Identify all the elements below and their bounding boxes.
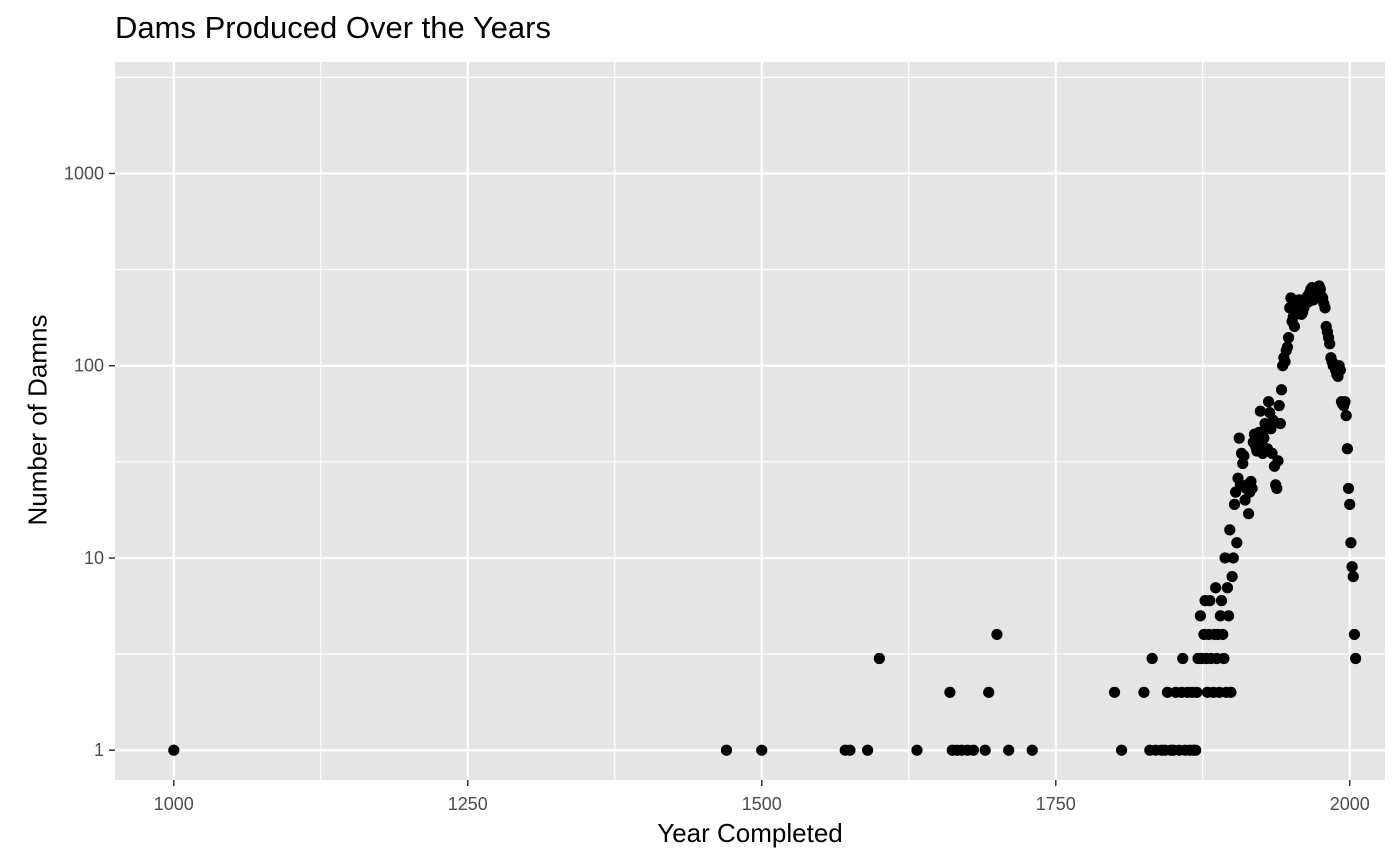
- data-point: [1225, 686, 1237, 698]
- data-point: [1115, 744, 1128, 756]
- data-point: [1026, 744, 1038, 756]
- data-point: [983, 686, 995, 698]
- x-axis: 1000 1250 1500 1750 2000: [154, 780, 1370, 814]
- data-point: [1254, 405, 1266, 417]
- data-point: [1348, 628, 1361, 641]
- data-point: [1273, 400, 1285, 412]
- data-points: [168, 280, 1362, 756]
- data-point: [1217, 628, 1229, 641]
- data-point: [1003, 744, 1015, 756]
- data-point: [1238, 450, 1250, 462]
- data-point: [1233, 432, 1245, 444]
- data-point: [1215, 595, 1228, 607]
- data-point: [1218, 652, 1230, 665]
- data-point: [1231, 537, 1243, 549]
- y-axis: 1 10 100 1000: [64, 163, 115, 760]
- data-point: [944, 686, 956, 698]
- data-point: [1177, 652, 1189, 665]
- y-tick-label: 1: [94, 740, 104, 760]
- y-tick-label: 100: [74, 356, 104, 376]
- data-point: [979, 744, 991, 756]
- data-point: [1262, 396, 1275, 408]
- data-point: [1161, 686, 1174, 698]
- data-point: [1221, 582, 1234, 594]
- data-point: [1191, 686, 1203, 698]
- data-point: [1275, 384, 1288, 396]
- data-point: [1246, 482, 1258, 495]
- data-point: [1282, 332, 1295, 344]
- x-tick-label: 1500: [742, 794, 782, 814]
- data-point: [1350, 652, 1362, 665]
- data-point: [1339, 396, 1351, 408]
- data-point: [1146, 652, 1158, 665]
- data-point: [1324, 338, 1336, 350]
- data-point: [1223, 610, 1235, 622]
- data-point: [1258, 432, 1270, 444]
- data-point: [991, 628, 1003, 641]
- x-tick-label: 1250: [448, 794, 488, 814]
- data-point: [873, 652, 885, 665]
- x-tick-label: 1000: [154, 794, 194, 814]
- minor-gridlines: [115, 62, 1385, 780]
- major-gridlines: [115, 62, 1385, 780]
- data-point: [1228, 498, 1241, 510]
- data-point: [1346, 561, 1358, 573]
- y-axis-title: Number of Damns: [22, 314, 53, 526]
- chart-title: Dams Produced Over the Years: [115, 10, 551, 45]
- x-tick-label: 1750: [1036, 794, 1076, 814]
- data-point: [1345, 537, 1357, 549]
- data-point: [1214, 610, 1226, 622]
- data-point: [1319, 302, 1331, 314]
- data-point: [1210, 582, 1222, 594]
- data-point: [168, 744, 180, 756]
- data-point: [1265, 423, 1277, 435]
- data-point: [1341, 443, 1353, 455]
- data-point: [720, 744, 733, 756]
- data-point: [1266, 447, 1278, 459]
- data-point: [1347, 570, 1359, 583]
- plot-panel: [115, 62, 1385, 780]
- data-point: [1226, 570, 1238, 583]
- y-tick-label: 10: [84, 548, 104, 568]
- data-point: [1344, 498, 1356, 510]
- data-point: [861, 744, 874, 756]
- data-point: [756, 744, 768, 756]
- data-point: [1342, 482, 1355, 495]
- data-point: [1288, 320, 1301, 333]
- data-point: [1271, 482, 1283, 495]
- x-tick-label: 2000: [1330, 794, 1370, 814]
- data-point: [1204, 595, 1216, 607]
- data-point: [1281, 341, 1293, 353]
- data-point: [1279, 356, 1291, 368]
- data-point: [1334, 364, 1346, 376]
- data-point: [1274, 417, 1286, 430]
- data-point: [1190, 744, 1202, 756]
- data-point: [1138, 686, 1150, 698]
- data-point: [911, 744, 923, 756]
- data-point: [844, 744, 856, 756]
- data-point: [1108, 686, 1121, 698]
- data-point: [1219, 552, 1231, 564]
- data-point: [1224, 524, 1236, 536]
- data-point: [1272, 455, 1284, 467]
- x-axis-title: Year Completed: [657, 818, 843, 848]
- y-tick-label: 1000: [64, 163, 104, 183]
- data-point: [1194, 610, 1206, 622]
- data-point: [1340, 410, 1352, 422]
- data-point: [967, 744, 980, 756]
- data-point: [1227, 552, 1239, 564]
- data-point: [1242, 508, 1255, 520]
